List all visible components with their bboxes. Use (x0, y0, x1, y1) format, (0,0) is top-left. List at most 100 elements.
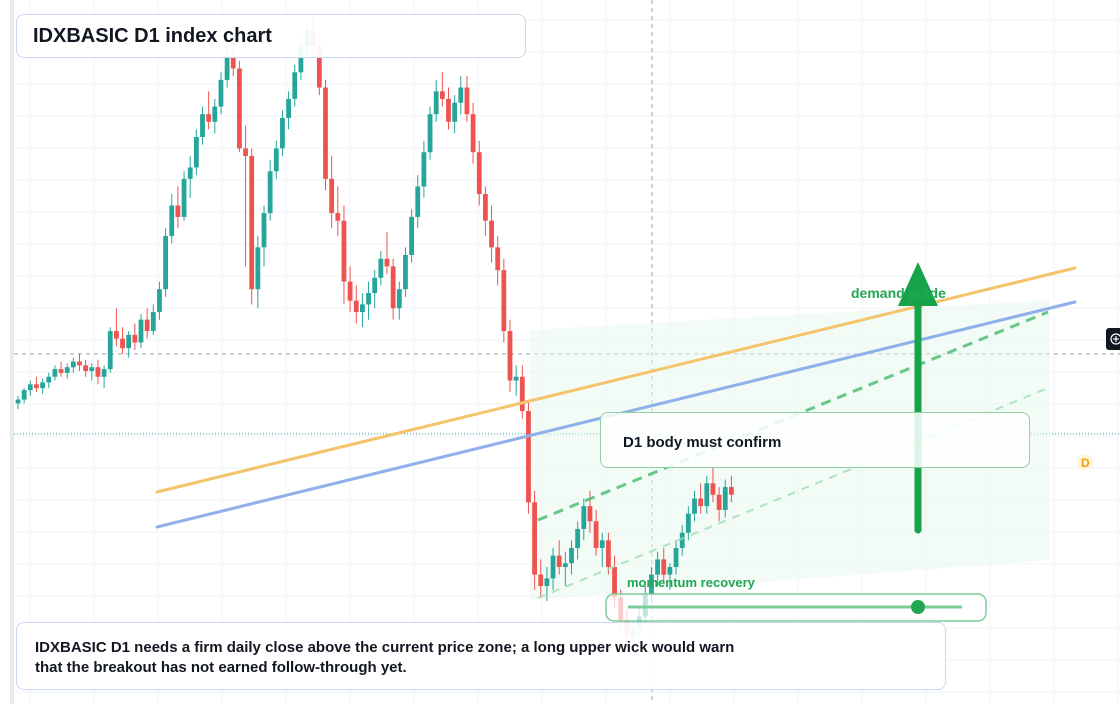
candle (181, 171, 187, 221)
momentum-guide-line (537, 387, 1049, 599)
candle-body (132, 334, 138, 343)
candle (710, 468, 716, 503)
candle (329, 156, 335, 229)
candle (273, 140, 279, 179)
candle-body (519, 376, 525, 411)
candle (132, 323, 138, 351)
candle (58, 361, 64, 377)
candle-body (655, 559, 660, 575)
candle (187, 156, 193, 198)
candle (206, 91, 212, 130)
candle (489, 205, 494, 263)
candle-body (64, 367, 70, 373)
candle-body (273, 148, 279, 172)
candle-body (280, 117, 285, 149)
left-scale-edge (10, 0, 14, 704)
candle-body (107, 331, 113, 370)
momentum-label: momentum recovery (627, 575, 756, 590)
candle-body (575, 528, 581, 548)
candle (360, 293, 365, 328)
candle-body (489, 220, 494, 248)
candle (218, 72, 224, 115)
candle (114, 308, 119, 347)
candle-body (95, 367, 101, 377)
candle-body (587, 506, 593, 522)
candle (667, 563, 673, 590)
candle-body (446, 98, 451, 122)
candle (562, 551, 568, 587)
candle-body (495, 247, 501, 271)
candle-body (366, 293, 371, 305)
candle (366, 281, 371, 320)
candle (556, 540, 562, 575)
candle (538, 559, 544, 598)
crosshair-add-button[interactable] (1106, 328, 1120, 350)
candle-body (679, 532, 685, 548)
chart-title-card: IDXBASIC D1 index chart (16, 14, 526, 58)
candle (27, 380, 33, 396)
candle (439, 72, 445, 107)
candle (292, 64, 298, 107)
candle (286, 91, 291, 130)
candle-body (150, 312, 156, 332)
candle-body (685, 513, 691, 533)
candle-body (458, 87, 464, 103)
candle (77, 353, 82, 372)
demand-label: demand guide (851, 285, 946, 301)
candle-body (218, 79, 224, 107)
candle-body (243, 148, 248, 157)
candle-body (237, 68, 242, 149)
candle-body (206, 114, 212, 122)
candle-body (200, 114, 205, 137)
candle-body (569, 547, 574, 564)
candle-body (89, 367, 95, 372)
candle (427, 106, 433, 160)
candle-body (360, 304, 365, 313)
candle (101, 365, 107, 389)
candle-body (286, 98, 291, 118)
candle (692, 490, 697, 522)
candle-body (126, 334, 132, 349)
candle (70, 357, 76, 373)
candle (685, 506, 691, 541)
candle (476, 140, 482, 206)
candle-body (667, 567, 673, 575)
candle (347, 266, 353, 313)
candle-body (21, 390, 27, 400)
candle-body (15, 399, 21, 404)
dividend-badge: D (1081, 456, 1090, 470)
candle-body (427, 114, 433, 153)
candle-body (347, 281, 353, 301)
candle-body (187, 167, 193, 179)
candle-body (729, 487, 734, 495)
candle (372, 270, 378, 309)
candle (323, 79, 328, 191)
candle (107, 327, 113, 373)
candle-body (163, 235, 168, 290)
candle (95, 359, 101, 385)
candle-body (415, 186, 421, 217)
candle (21, 388, 27, 404)
candle-body (292, 72, 298, 99)
analysis-note-card: IDXBASIC D1 needs a firm daily close abo… (16, 622, 946, 690)
candle (212, 98, 218, 134)
candle-body (181, 178, 187, 217)
candle-body (532, 502, 537, 575)
candle-body (452, 102, 458, 122)
candle (722, 479, 728, 518)
candle (175, 186, 181, 229)
candle (507, 319, 513, 392)
candle-body (606, 540, 611, 568)
candle-body (157, 289, 162, 313)
candle-body (353, 300, 359, 313)
candle (421, 140, 427, 198)
candle (513, 365, 519, 396)
candle-body (544, 578, 550, 587)
candle (550, 547, 556, 590)
candle-body (501, 270, 507, 332)
candle-body (372, 277, 378, 294)
candle (575, 521, 581, 560)
candle-body (224, 57, 230, 80)
candle (341, 205, 347, 305)
